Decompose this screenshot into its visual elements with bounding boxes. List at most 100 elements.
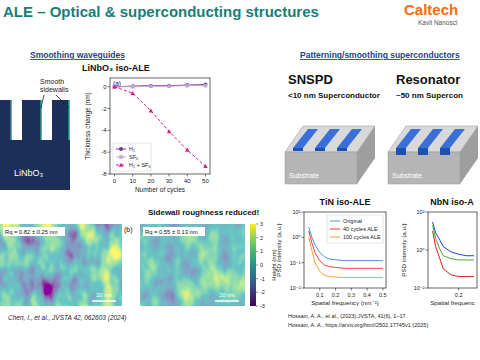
- x-tick-label: 0.1: [316, 292, 324, 298]
- slide-title: ALE – Optical & superconducting structur…: [3, 3, 319, 20]
- colorbar-tick-label: -2: [260, 289, 265, 295]
- slab: [0, 140, 70, 190]
- chart-title: NbN iso-A: [430, 197, 474, 207]
- y-tick-label: 10⁰: [416, 247, 425, 253]
- colorbar-tick-label: 2: [260, 235, 263, 241]
- y-tick: [426, 212, 429, 213]
- x-tick: [319, 288, 320, 291]
- device-layer: <10 nm Superconductor: [288, 91, 380, 100]
- x-tick-label: 0: [113, 178, 117, 184]
- citation: Hossain, A. A., https://arxiv.org/html/2…: [288, 322, 428, 328]
- plot-frame: [304, 212, 386, 288]
- y-tick: [108, 174, 111, 175]
- marker: [167, 129, 171, 133]
- scale-bar: [92, 300, 116, 302]
- colorbar: [250, 224, 256, 306]
- superconductor-strip: [293, 129, 318, 148]
- x-tick-label: 0.5: [379, 292, 387, 298]
- marker: [113, 85, 117, 89]
- annotation: Sidewall roughness reduced!: [148, 208, 259, 217]
- marker: [119, 163, 123, 167]
- y-tick: [302, 288, 305, 289]
- plot-area: [433, 222, 474, 277]
- y-tick: [302, 262, 305, 263]
- device-name: SNSPD: [288, 72, 333, 87]
- colorbar-tick: [256, 292, 258, 293]
- marker: [185, 84, 189, 88]
- series-line: [115, 85, 206, 87]
- x-tick-label: 0.2: [332, 292, 340, 298]
- device-layer: ~50 nm Supercon: [396, 91, 463, 100]
- sidewall: [69, 100, 71, 140]
- x-tick: [458, 288, 459, 291]
- x-tick-label: 0.3: [347, 292, 355, 298]
- substrate-side: [357, 126, 375, 184]
- x-tick: [169, 174, 170, 177]
- marker: [203, 83, 207, 87]
- y-tick-label: 10⁻²: [290, 285, 301, 291]
- substrate-side: [460, 126, 478, 184]
- x-tick-label: 50: [202, 178, 209, 184]
- label-part: Smooth: [40, 78, 64, 85]
- superconductor-strip: [396, 129, 421, 148]
- colorbar-tick: [256, 278, 258, 279]
- y-tick-label: 10²: [417, 209, 425, 215]
- marker: [149, 84, 153, 88]
- panel-label: (b): [124, 226, 133, 234]
- section-heading: Patterning/smoothing superconductors: [300, 50, 460, 60]
- rq-label: Rq = 0.55 ± 0.13 nm: [145, 229, 198, 235]
- plot-area: [309, 227, 383, 277]
- marker: [131, 91, 135, 95]
- x-tick-label: 10: [129, 178, 136, 184]
- legend-label: H₂: [129, 146, 135, 152]
- y-axis-label: Thickness change (nm): [84, 92, 92, 160]
- y-axis-label: PSD intensity (a.u.): [400, 223, 407, 276]
- y-tick-label: 10⁻²: [414, 285, 425, 291]
- legend-label: H₂ + SF₆: [129, 162, 151, 168]
- x-tick-label: 30: [166, 178, 173, 184]
- legend-line: [330, 221, 340, 222]
- label-box: [3, 227, 65, 236]
- substrate-front: [285, 152, 357, 184]
- strip-front: [337, 148, 347, 151]
- marker: [119, 147, 123, 151]
- x-axis-label: Spatial frequenc: [430, 299, 475, 306]
- marker: [203, 164, 207, 168]
- afm-image: [0, 224, 122, 306]
- colorbar-tick: [256, 237, 258, 238]
- strip-front: [315, 148, 325, 151]
- legend-label: SF₆: [129, 154, 138, 160]
- x-tick: [367, 288, 368, 291]
- ridge: [0, 100, 12, 141]
- marker: [131, 85, 135, 89]
- series-line: [309, 231, 383, 268]
- y-tick-label: 10⁰: [292, 234, 301, 240]
- y-tick: [426, 288, 429, 289]
- legend-line: [330, 237, 340, 238]
- y-tick-label: 10¹: [293, 209, 301, 215]
- colorbar-tick: [256, 251, 258, 252]
- marker: [185, 83, 189, 87]
- scale-bar: [215, 300, 239, 302]
- marker: [185, 148, 189, 152]
- legend-label: Original: [343, 218, 362, 224]
- chart-title: TiN iso-ALE: [320, 197, 371, 207]
- x-tick: [114, 174, 115, 177]
- x-tick: [150, 174, 151, 177]
- y-tick-label: 0: [103, 84, 107, 90]
- series-line: [433, 231, 474, 277]
- label-box: [143, 227, 205, 236]
- arrow: [41, 95, 44, 108]
- marker: [131, 84, 135, 88]
- superconductor-strip: [440, 129, 465, 148]
- colorbar-tick: [256, 224, 258, 225]
- colorbar-tick-label: 1: [260, 248, 263, 254]
- x-tick-label: 20: [148, 178, 155, 184]
- y-tick: [108, 152, 111, 153]
- marker: [167, 84, 171, 88]
- x-axis-label: Number of cycles: [135, 186, 186, 194]
- substrate-front: [388, 152, 460, 184]
- y-tick-label: -4: [101, 127, 107, 133]
- marker: [149, 84, 153, 88]
- device-name: Resonator: [396, 72, 460, 87]
